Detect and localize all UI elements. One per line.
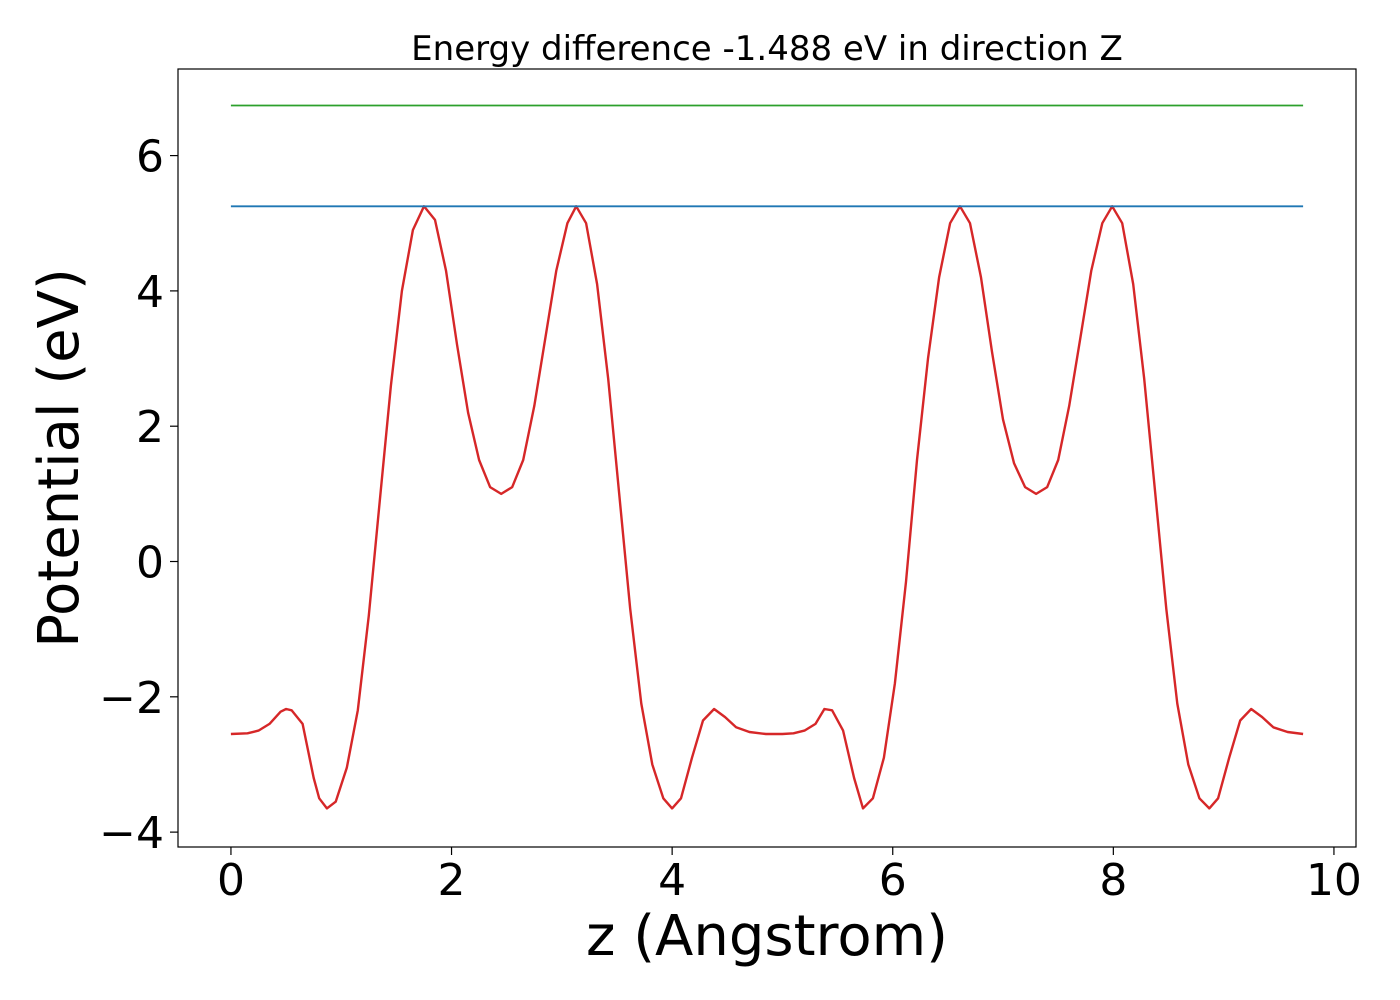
x-tick-label: 2 <box>438 855 466 906</box>
x-tick-label: 10 <box>1306 855 1362 906</box>
y-tick-label: 4 <box>136 267 164 318</box>
series-layer <box>230 104 1304 810</box>
x-tick-label: 6 <box>879 855 907 906</box>
x-axis-label: z (Angstrom) <box>586 904 948 969</box>
y-tick-label: 6 <box>136 132 164 183</box>
x-tick-label: 0 <box>217 855 245 906</box>
y-axis-label: Potential (eV) <box>27 268 92 648</box>
x-tick-label: 4 <box>658 855 686 906</box>
y-tick-label: −2 <box>99 673 164 724</box>
y-tick-label: 2 <box>136 402 164 453</box>
x-axis: 0 2 4 6 8 10 <box>217 847 1362 906</box>
y-tick-label: −4 <box>99 808 164 859</box>
plot-frame <box>177 68 1357 848</box>
chart-title: Energy difference -1.488 eV in direction… <box>411 29 1123 69</box>
series-line-0 <box>230 205 1304 810</box>
y-axis: −4 −2 0 2 4 6 <box>99 132 178 859</box>
y-tick-label: 0 <box>136 538 164 589</box>
x-tick-label: 8 <box>1099 855 1127 906</box>
